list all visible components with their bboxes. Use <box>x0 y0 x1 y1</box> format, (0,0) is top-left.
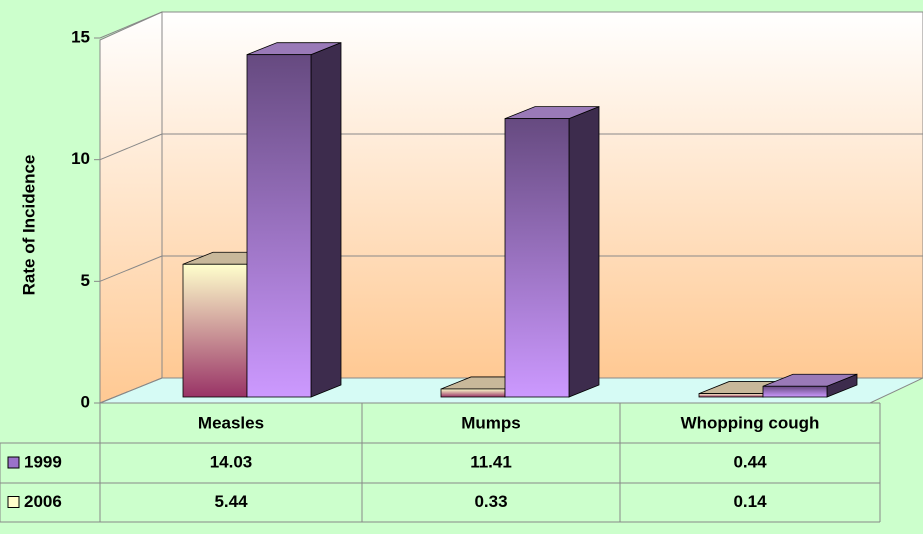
bars <box>182 42 858 398</box>
x-tick-label: Measles <box>198 413 264 432</box>
y-tick-label: 10 <box>71 149 90 168</box>
grid-line <box>99 377 163 404</box>
bar <box>182 263 248 398</box>
x-tick-label: Mumps <box>461 413 521 432</box>
bar <box>504 118 570 398</box>
bar <box>698 393 764 398</box>
bar <box>246 54 312 398</box>
table-value: 5.44 <box>214 492 248 511</box>
y-tick-label: 0 <box>81 392 90 411</box>
legend-label: 2006 <box>24 492 62 511</box>
y-tick-label: 15 <box>71 27 90 46</box>
table-value: 0.14 <box>733 492 767 511</box>
legend-label: 1999 <box>24 452 62 471</box>
table-value: 14.03 <box>210 452 253 471</box>
bar-side <box>568 106 600 398</box>
grid-line <box>99 255 163 282</box>
bar <box>440 388 506 398</box>
data-table: Measles 14.03 5.44 Mumps 11.41 0.33 Whopping c… <box>0 402 881 523</box>
bar <box>762 385 828 398</box>
grid-line <box>99 11 163 39</box>
table-value: 0.33 <box>474 492 507 511</box>
bar-side <box>310 42 342 398</box>
legend-key <box>7 456 20 469</box>
x-tick-label: Whopping cough <box>681 413 820 432</box>
table-value: 11.41 <box>470 452 512 471</box>
grid-line <box>99 133 163 161</box>
y-tick-label: 5 <box>81 271 90 290</box>
legend-key <box>7 496 20 508</box>
side-wall <box>99 11 163 404</box>
y-axis-label: Rate of Incidence <box>19 155 38 296</box>
table-value: 0.44 <box>733 452 767 471</box>
